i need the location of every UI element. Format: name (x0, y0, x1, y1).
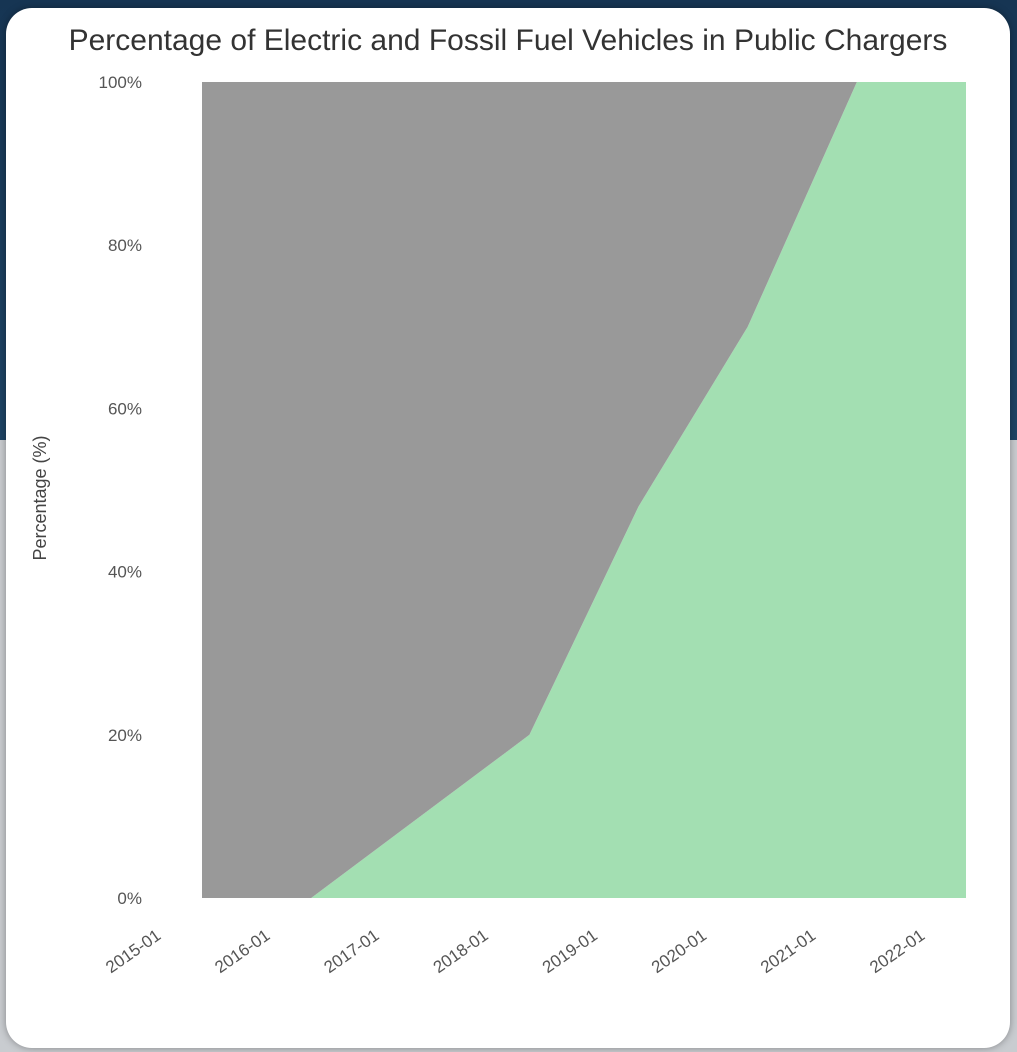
x-tick-label: 2019-01 (539, 926, 601, 977)
y-tick-label: 0% (117, 889, 142, 908)
chart-card: Percentage of Electric and Fossil Fuel V… (6, 8, 1010, 1048)
x-tick-label: 2018-01 (430, 926, 492, 977)
x-tick-label: 2020-01 (648, 926, 710, 977)
area-chart: 0% 20% 40% 60% 80% 100% 2015-01 2016-01 2017-01… (30, 73, 966, 977)
y-axis: 0% 20% 40% 60% 80% 100% (99, 73, 142, 908)
x-tick-label: 2015-01 (102, 926, 164, 977)
y-tick-label: 100% (99, 73, 142, 92)
area-layer (202, 82, 966, 898)
y-axis-label: Percentage (%) (30, 435, 50, 560)
x-tick-label: 2022-01 (866, 926, 928, 977)
y-tick-label: 60% (108, 399, 142, 418)
x-axis: 2015-01 2016-01 2017-01 2018-01 2019-01 2020-… (102, 926, 928, 977)
x-tick-label: 2021-01 (757, 926, 819, 977)
y-tick-label: 40% (108, 563, 142, 582)
x-tick-label: 2016-01 (211, 926, 273, 977)
y-tick-label: 20% (108, 726, 142, 745)
chart-title: Percentage of Electric and Fossil Fuel V… (68, 24, 948, 57)
x-tick-label: 2017-01 (321, 926, 383, 977)
y-tick-label: 80% (108, 236, 142, 255)
area-series-fossil-fuel (202, 82, 966, 898)
area-series-electric (202, 82, 966, 898)
